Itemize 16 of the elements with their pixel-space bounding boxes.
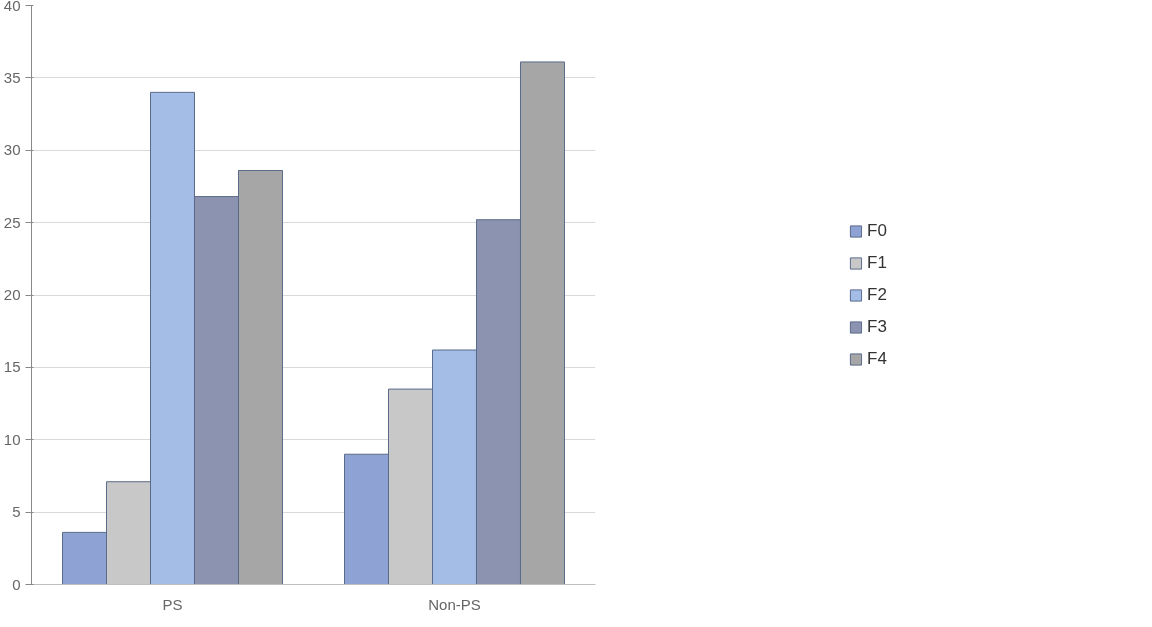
- y-tick-label: 15: [3, 358, 21, 376]
- y-tick-label: 20: [3, 286, 21, 303]
- y-tick-label: 0: [12, 575, 21, 593]
- y-tick-label: 25: [3, 213, 21, 231]
- legend-label: F1: [867, 252, 887, 273]
- x-tick-label: PS: [162, 595, 183, 613]
- legend-label: F3: [867, 316, 887, 337]
- x-tick-label: Non-PS: [428, 595, 481, 613]
- y-tick-label: 5: [12, 503, 21, 521]
- y-tick-label: 10: [3, 430, 21, 448]
- y-tick-label: 30: [3, 141, 21, 159]
- y-tick-label: 35: [3, 68, 21, 86]
- y-tick-label: 40: [3, 0, 21, 14]
- legend-label: F0: [867, 220, 887, 241]
- legend-label: F4: [867, 348, 887, 369]
- legend-label: F2: [867, 284, 887, 305]
